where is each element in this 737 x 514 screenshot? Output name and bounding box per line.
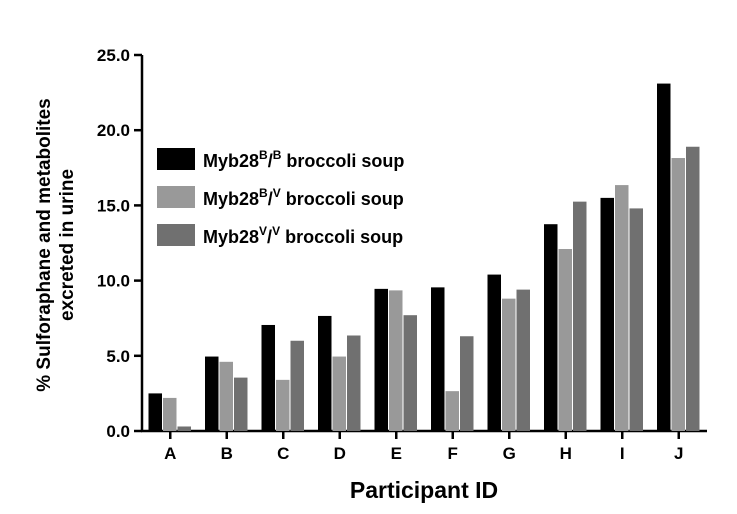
y-tick-label: 25.0: [97, 46, 130, 65]
legend-label-series-3: Myb28V/V broccoli soup: [203, 224, 403, 247]
legend-text-part: Myb28: [203, 151, 259, 171]
bar-E-series-1: [374, 288, 388, 431]
legend-text-part: broccoli soup: [281, 189, 404, 209]
bar-H-series-2: [558, 249, 572, 431]
bar-B-series-1: [205, 356, 219, 431]
bar-C-series-1: [261, 324, 275, 431]
bar-C-series-2: [276, 379, 290, 431]
legend-label-series-2: Myb28B/V broccoli soup: [203, 186, 404, 209]
legend-text-part: Myb28: [203, 227, 259, 247]
y-axis-title-line1: % Sulforaphane and metabolites: [34, 98, 55, 392]
legend-superscript: V: [273, 186, 281, 200]
bar-J-series-1: [657, 83, 671, 432]
legend-superscript: B: [259, 148, 268, 162]
legend-text-part: broccoli soup: [281, 151, 404, 171]
legend-text-part: Myb28: [203, 189, 259, 209]
x-tick-label: F: [448, 444, 458, 463]
legend-superscript: V: [259, 224, 267, 238]
legend-superscript: B: [273, 148, 282, 162]
legend-swatch-series-3: [157, 224, 195, 246]
x-tick-label: B: [221, 444, 233, 463]
bar-G-series-2: [502, 298, 516, 431]
bar-F-series-3: [460, 336, 474, 431]
bar-F-series-2: [445, 391, 459, 431]
legend-superscript: V: [272, 224, 280, 238]
bar-A-series-3: [177, 426, 191, 431]
legend-superscript: B: [259, 186, 268, 200]
legend-swatch-series-1: [157, 148, 195, 170]
bar-C-series-3: [290, 340, 304, 431]
legend-text-part: broccoli soup: [280, 227, 403, 247]
y-tick-label: 20.0: [97, 121, 130, 140]
y-axis-ticks: 0.0 5.0 10.0 15.0 20.0 25.0: [97, 46, 142, 441]
x-tick-label: C: [277, 444, 289, 463]
x-axis-title: Participant ID: [350, 477, 498, 503]
legend-swatch-series-2: [157, 186, 195, 208]
legend-text-part: /: [267, 227, 272, 247]
legend-label-series-1: Myb28B/B broccoli soup: [203, 148, 404, 171]
x-tick-label: A: [164, 444, 176, 463]
bar-D-series-3: [347, 335, 361, 431]
legend-text-part: /: [268, 151, 273, 171]
x-tick-label: E: [391, 444, 402, 463]
bar-G-series-1: [487, 274, 501, 431]
y-tick-label: 5.0: [106, 347, 130, 366]
bar-B-series-2: [219, 361, 233, 431]
x-tick-label: J: [674, 444, 683, 463]
y-tick-label: 10.0: [97, 272, 130, 291]
bar-I-series-3: [629, 208, 643, 431]
bar-I-series-2: [615, 185, 629, 431]
y-axis-title-line2: excreted in urine: [57, 169, 78, 321]
y-tick-label: 15.0: [97, 196, 130, 215]
bar-D-series-1: [318, 315, 332, 431]
bar-A-series-1: [148, 393, 162, 431]
bar-E-series-2: [389, 290, 403, 431]
bars: [148, 83, 700, 432]
bar-G-series-3: [516, 289, 530, 431]
legend-text-part: /: [268, 189, 273, 209]
x-tick-label: I: [620, 444, 625, 463]
x-axis-ticks: A B C D E F G H I J: [164, 431, 683, 463]
bar-H-series-3: [573, 201, 587, 431]
bar-J-series-2: [671, 158, 685, 432]
bar-I-series-1: [600, 197, 614, 431]
bar-D-series-2: [332, 356, 346, 431]
bar-F-series-1: [431, 287, 445, 431]
bar-J-series-3: [686, 146, 700, 431]
bar-H-series-1: [544, 224, 558, 431]
y-axis-title: % Sulforaphane and metabolites excreted …: [34, 98, 78, 392]
bar-B-series-3: [234, 377, 248, 431]
x-tick-label: H: [560, 444, 572, 463]
y-tick-label: 0.0: [106, 422, 130, 441]
bar-E-series-3: [403, 315, 417, 431]
x-tick-label: G: [503, 444, 516, 463]
x-tick-label: D: [334, 444, 346, 463]
bar-A-series-2: [163, 397, 177, 431]
